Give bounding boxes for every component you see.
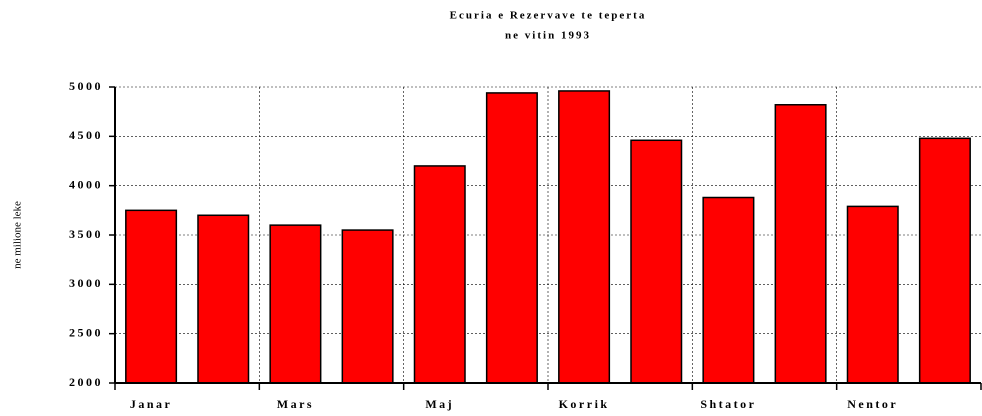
bar bbox=[197, 214, 250, 384]
bar bbox=[774, 104, 827, 384]
bar bbox=[702, 196, 755, 384]
y-tick-label: 3500 bbox=[69, 227, 103, 241]
y-axis-label: ne milione leke bbox=[12, 201, 24, 269]
chart-subtitle: ne vitin 1993 bbox=[505, 30, 591, 42]
x-tick-label: Maj bbox=[425, 397, 454, 411]
y-tick-label: 5000 bbox=[69, 79, 103, 93]
bar bbox=[558, 90, 611, 384]
chart-title: Ecuria e Rezervave te teperta bbox=[450, 10, 647, 22]
y-tick-label: 4500 bbox=[69, 128, 103, 142]
bar bbox=[125, 209, 178, 384]
y-tick-label: 2000 bbox=[69, 375, 103, 389]
bar bbox=[413, 165, 466, 384]
bar bbox=[630, 139, 683, 384]
x-tick-label: Mars bbox=[277, 397, 314, 411]
bar bbox=[918, 137, 971, 384]
y-tick-label: 2500 bbox=[69, 325, 103, 339]
x-tick-label: Shtator bbox=[700, 397, 756, 411]
bar bbox=[341, 229, 394, 384]
bar bbox=[846, 205, 899, 384]
y-tick-label: 3000 bbox=[69, 276, 103, 290]
x-tick-label: Nentor bbox=[847, 397, 898, 411]
x-tick-label: Korrik bbox=[559, 397, 610, 411]
y-tick-label: 4000 bbox=[69, 177, 103, 191]
x-tick-label: Janar bbox=[130, 397, 173, 411]
bar bbox=[269, 224, 322, 384]
bar bbox=[485, 92, 538, 384]
